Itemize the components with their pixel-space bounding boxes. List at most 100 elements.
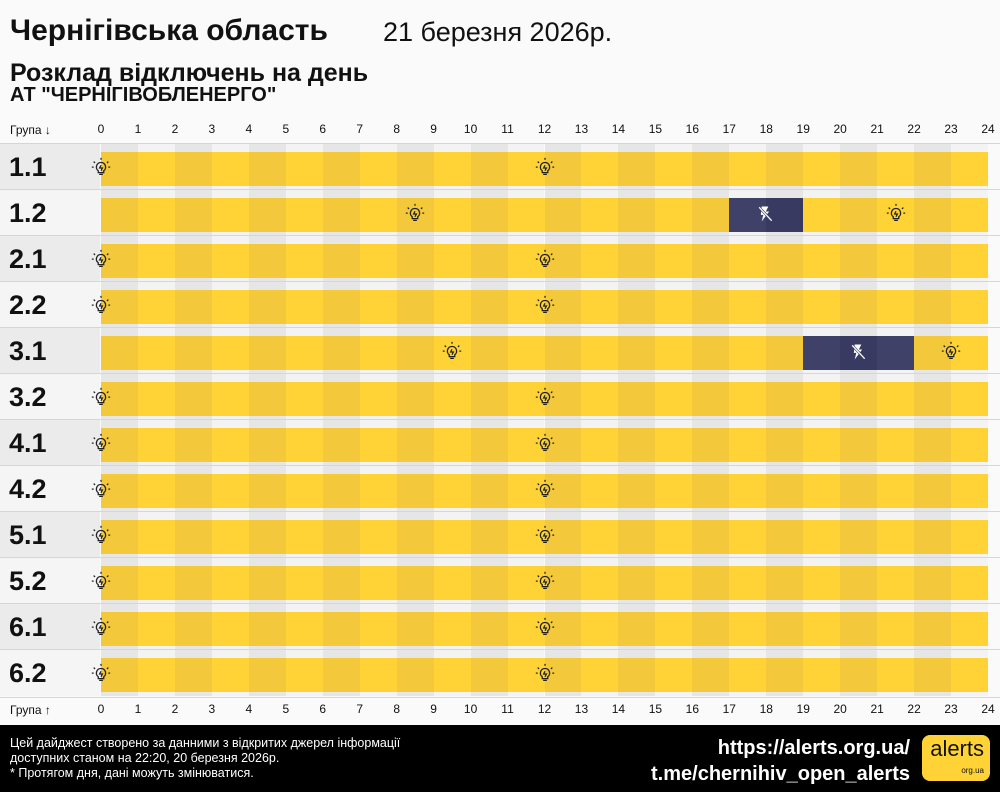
power-on-segment — [581, 290, 619, 324]
power-on-segment — [507, 566, 545, 600]
hour-tick: 7 — [356, 702, 364, 716]
power-on-segment — [285, 566, 324, 600]
power-on-segment — [211, 428, 250, 462]
power-on-segment — [877, 612, 915, 646]
power-on-segment — [840, 520, 878, 554]
power-on-segment — [877, 428, 915, 462]
lightbulb-icon — [534, 525, 556, 547]
note-line: доступних станом на 22:20, 20 березня 20… — [10, 751, 280, 765]
hour-tick: 1 — [134, 702, 142, 716]
power-on-segment — [766, 152, 804, 186]
power-on-segment — [359, 290, 398, 324]
lightbulb-icon — [90, 387, 112, 409]
hour-tick: 5 — [282, 702, 290, 716]
note-line: * Протягом дня, дані можуть змінюватися. — [10, 766, 254, 780]
power-on-segment — [101, 198, 139, 232]
lightbulb-icon — [90, 617, 112, 639]
power-on-segment — [285, 152, 324, 186]
hour-tick: 12 — [537, 702, 552, 716]
power-on-segment — [433, 474, 472, 508]
group-label: 5.2 — [0, 558, 100, 604]
power-on-segment — [618, 566, 656, 600]
telegram-link[interactable]: t.me/chernihiv_open_alerts — [651, 763, 910, 785]
power-on-segment — [692, 566, 730, 600]
power-on-segment — [396, 612, 435, 646]
power-on-segment — [211, 612, 250, 646]
power-on-segment — [470, 336, 509, 370]
power-on-segment — [396, 520, 435, 554]
hour-tick: 8 — [393, 122, 400, 136]
power-on-segment — [137, 198, 176, 232]
hour-tick: 21 — [870, 122, 884, 136]
hour-tick: 5 — [282, 122, 290, 136]
power-on-segment — [101, 566, 139, 600]
power-on-segment — [248, 244, 287, 278]
region-title: Чернігівська область — [10, 14, 328, 47]
power-on-segment — [803, 198, 841, 232]
power-on-segment — [692, 428, 730, 462]
power-on-segment — [692, 474, 730, 508]
power-on-segment — [581, 244, 619, 278]
power-on-segment — [248, 566, 287, 600]
power-on-segment — [322, 612, 361, 646]
power-on-segment — [729, 474, 767, 508]
power-on-segment — [951, 658, 989, 692]
power-on-segment — [285, 290, 324, 324]
power-off-segment — [766, 198, 804, 232]
power-on-segment — [803, 658, 841, 692]
power-off-segment — [877, 336, 915, 370]
lightbulb-icon — [90, 663, 112, 685]
power-on-segment — [729, 428, 767, 462]
alerts-logo: alerts org.ua — [922, 735, 990, 781]
power-on-segment — [581, 336, 619, 370]
power-on-segment — [544, 658, 582, 692]
power-on-segment — [470, 520, 509, 554]
power-on-segment — [174, 290, 213, 324]
power-on-segment — [766, 382, 804, 416]
power-on-segment — [914, 474, 952, 508]
power-on-segment — [951, 612, 989, 646]
power-on-segment — [729, 612, 767, 646]
power-on-segment — [359, 520, 398, 554]
power-on-segment — [285, 244, 324, 278]
power-on-segment — [248, 658, 287, 692]
power-on-segment — [211, 520, 250, 554]
power-on-segment — [618, 382, 656, 416]
power-on-segment — [692, 520, 730, 554]
power-off-icon — [848, 342, 870, 364]
power-on-segment — [729, 152, 767, 186]
lightbulb-icon — [885, 203, 907, 225]
power-on-segment — [951, 290, 989, 324]
power-on-segment — [137, 474, 176, 508]
lightbulb-icon — [90, 479, 112, 501]
power-on-segment — [322, 290, 361, 324]
power-on-segment — [174, 566, 213, 600]
power-on-segment — [840, 474, 878, 508]
power-on-segment — [433, 244, 472, 278]
note-line: Цей дайджест створено за данними з відкр… — [10, 736, 401, 750]
power-on-segment — [396, 382, 435, 416]
power-on-segment — [137, 244, 176, 278]
power-on-segment — [951, 152, 989, 186]
hour-tick: 17 — [722, 702, 736, 716]
power-on-segment — [803, 612, 841, 646]
site-link[interactable]: https://alerts.org.ua/ — [717, 737, 910, 759]
power-on-segment — [507, 658, 545, 692]
power-on-segment — [322, 244, 361, 278]
power-on-segment — [618, 290, 656, 324]
power-on-segment — [766, 566, 804, 600]
hour-tick: 18 — [759, 702, 773, 716]
lightbulb-icon — [404, 203, 426, 225]
power-on-segment — [396, 244, 435, 278]
power-on-segment — [655, 382, 693, 416]
power-on-segment — [692, 336, 730, 370]
power-on-segment — [174, 658, 213, 692]
power-on-segment — [655, 290, 693, 324]
power-on-segment — [914, 612, 952, 646]
lightbulb-icon — [534, 571, 556, 593]
power-on-segment — [692, 152, 730, 186]
power-on-segment — [137, 566, 176, 600]
power-on-segment — [396, 428, 435, 462]
power-on-segment — [618, 428, 656, 462]
power-on-segment — [470, 198, 509, 232]
